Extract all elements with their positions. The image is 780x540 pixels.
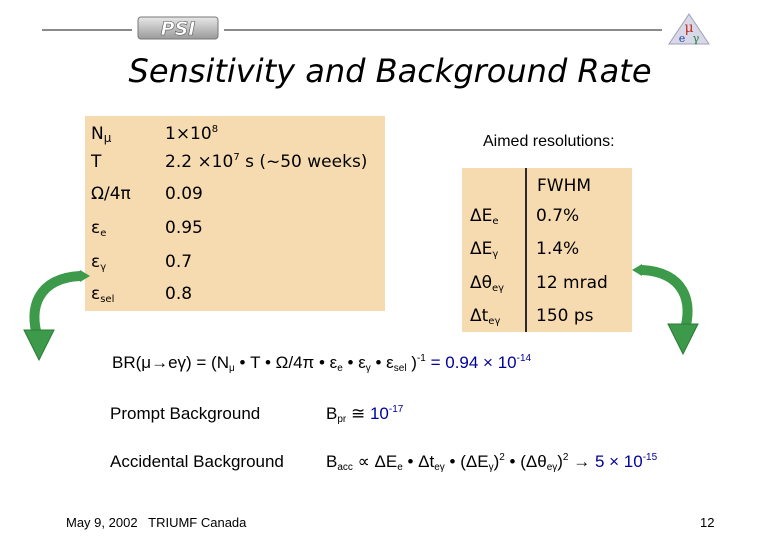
parameters-table: Nμ 1×108 T 2.2 ×107 s (~50 weeks) Ω/4π 0… bbox=[85, 116, 385, 311]
page-number: 12 bbox=[700, 515, 715, 530]
res-label-dt: Δteγ bbox=[470, 306, 501, 327]
param-value-eps-e: 0.95 bbox=[165, 218, 203, 238]
slide-title: Sensitivity and Background Rate bbox=[128, 52, 652, 90]
param-value-eps-gamma: 0.7 bbox=[165, 252, 193, 272]
header-rule-right bbox=[224, 29, 662, 31]
psi-logo-text: PSI bbox=[161, 18, 196, 40]
param-label-solid-angle: Ω/4π bbox=[91, 184, 131, 204]
mu-e-gamma-logo: μ e γ bbox=[668, 13, 710, 45]
svg-text:μ: μ bbox=[684, 20, 693, 36]
param-value-n-mu: 1×108 bbox=[165, 124, 219, 144]
header-rule-left bbox=[42, 29, 132, 31]
res-value-de-e: 0.7% bbox=[536, 206, 580, 226]
resolutions-column-divider bbox=[525, 168, 527, 332]
res-value-dt: 150 ps bbox=[536, 306, 594, 326]
left-curved-arrow bbox=[23, 270, 90, 362]
resolutions-heading: Aimed resolutions: bbox=[483, 133, 615, 150]
svg-text:e: e bbox=[679, 32, 686, 45]
param-label-eps-e: εe bbox=[91, 218, 107, 239]
psi-logo: PSI bbox=[137, 16, 219, 40]
param-value-solid-angle: 0.09 bbox=[165, 184, 203, 204]
resolutions-column-header: FWHM bbox=[537, 176, 592, 196]
res-value-de-gamma: 1.4% bbox=[536, 239, 580, 259]
accidental-background-formula: Bacc ∝ ΔEe • Δteγ • (ΔEγ)2 • (Δθeγ)2 → 5… bbox=[326, 452, 658, 473]
res-value-dtheta: 12 mrad bbox=[536, 273, 608, 293]
param-label-eps-gamma: εγ bbox=[91, 252, 107, 273]
param-label-t: T bbox=[91, 152, 102, 172]
res-label-dtheta: Δθeγ bbox=[470, 273, 505, 294]
svg-text:γ: γ bbox=[693, 32, 700, 45]
param-value-t: 2.2 ×107 s (~50 weeks) bbox=[165, 152, 368, 172]
res-label-de-gamma: ΔEγ bbox=[470, 239, 499, 260]
res-label-de-e: ΔEe bbox=[470, 206, 499, 227]
resolutions-table: FWHM ΔEe 0.7% ΔEγ 1.4% Δθeγ 12 mrad Δteγ… bbox=[462, 168, 632, 332]
param-value-eps-sel: 0.8 bbox=[165, 284, 193, 304]
param-label-eps-sel: εsel bbox=[91, 284, 115, 305]
footer-date-place: May 9, 2002 TRIUMF Canada bbox=[66, 515, 247, 530]
param-label-n-mu: Nμ bbox=[91, 124, 112, 145]
prompt-background-formula: Bpr ≅ 10-17 bbox=[326, 404, 404, 425]
branching-ratio-formula: BR(μ→eγ) = (Nμ • T • Ω/4π • εe • εγ • εs… bbox=[112, 353, 532, 374]
prompt-background-label: Prompt Background bbox=[110, 404, 261, 423]
accidental-background-label: Accidental Background bbox=[110, 452, 284, 471]
right-curved-arrow bbox=[632, 264, 699, 356]
